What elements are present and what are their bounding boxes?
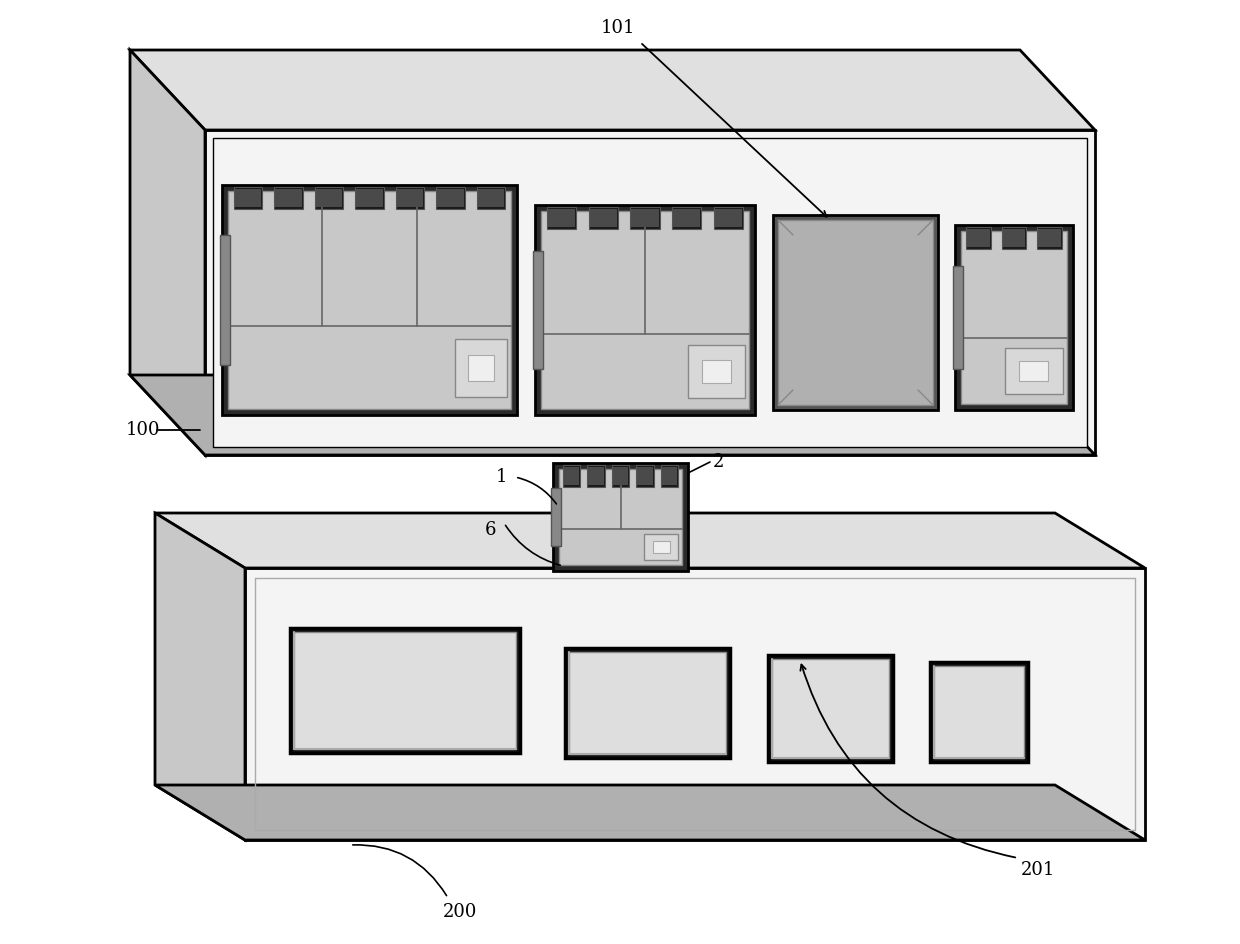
Polygon shape <box>397 189 423 207</box>
Polygon shape <box>967 229 990 247</box>
Polygon shape <box>588 465 605 487</box>
Polygon shape <box>356 189 383 207</box>
Polygon shape <box>236 189 262 207</box>
Polygon shape <box>130 50 1095 130</box>
Polygon shape <box>476 187 505 209</box>
Polygon shape <box>455 339 507 396</box>
Polygon shape <box>438 189 464 207</box>
Polygon shape <box>130 375 1095 455</box>
Polygon shape <box>954 265 963 369</box>
Polygon shape <box>155 513 246 840</box>
Polygon shape <box>773 215 937 410</box>
Polygon shape <box>222 185 517 415</box>
Polygon shape <box>467 355 494 380</box>
Text: 1: 1 <box>496 468 507 486</box>
Text: 201: 201 <box>1021 861 1055 879</box>
Polygon shape <box>966 227 991 249</box>
Polygon shape <box>637 467 652 485</box>
Text: 2: 2 <box>712 453 724 471</box>
Polygon shape <box>714 207 743 229</box>
Text: 200: 200 <box>443 903 477 921</box>
Text: 101: 101 <box>600 19 635 37</box>
Polygon shape <box>652 541 670 552</box>
Polygon shape <box>559 469 682 565</box>
Polygon shape <box>714 209 742 227</box>
Polygon shape <box>290 628 520 753</box>
Polygon shape <box>702 360 730 383</box>
Polygon shape <box>294 632 516 749</box>
Polygon shape <box>1037 227 1061 249</box>
Polygon shape <box>155 785 1145 840</box>
Polygon shape <box>564 467 579 485</box>
Polygon shape <box>477 189 503 207</box>
Polygon shape <box>1002 227 1027 249</box>
Polygon shape <box>541 211 749 409</box>
Polygon shape <box>934 666 1024 758</box>
Polygon shape <box>436 187 465 209</box>
Polygon shape <box>1004 348 1063 395</box>
Polygon shape <box>773 659 889 758</box>
Polygon shape <box>130 50 205 455</box>
Text: 6: 6 <box>485 521 496 539</box>
Polygon shape <box>155 513 1145 568</box>
Polygon shape <box>534 205 755 415</box>
Polygon shape <box>246 568 1145 840</box>
Polygon shape <box>228 191 511 409</box>
Polygon shape <box>588 467 604 485</box>
Polygon shape <box>547 207 577 229</box>
Polygon shape <box>548 209 575 227</box>
Polygon shape <box>315 187 343 209</box>
Polygon shape <box>961 231 1066 404</box>
Text: 100: 100 <box>125 421 160 439</box>
Polygon shape <box>590 209 618 227</box>
Polygon shape <box>569 652 725 754</box>
Polygon shape <box>644 534 678 560</box>
Polygon shape <box>275 189 301 207</box>
Polygon shape <box>1038 229 1060 247</box>
Polygon shape <box>662 467 677 485</box>
Polygon shape <box>611 465 629 487</box>
Polygon shape <box>356 187 383 209</box>
Polygon shape <box>955 225 1073 410</box>
Polygon shape <box>553 463 688 571</box>
Polygon shape <box>777 220 932 405</box>
Polygon shape <box>1003 229 1025 247</box>
Polygon shape <box>219 235 229 365</box>
Polygon shape <box>551 488 560 546</box>
Polygon shape <box>563 465 580 487</box>
Polygon shape <box>930 662 1028 762</box>
Polygon shape <box>396 187 424 209</box>
Polygon shape <box>234 187 263 209</box>
Polygon shape <box>213 138 1087 447</box>
Polygon shape <box>274 187 303 209</box>
Polygon shape <box>205 130 1095 455</box>
Polygon shape <box>673 209 701 227</box>
Polygon shape <box>661 465 678 487</box>
Polygon shape <box>613 467 629 485</box>
Polygon shape <box>631 209 658 227</box>
Polygon shape <box>589 207 618 229</box>
Polygon shape <box>316 189 342 207</box>
Polygon shape <box>672 207 701 229</box>
Polygon shape <box>533 250 543 369</box>
Polygon shape <box>636 465 653 487</box>
Polygon shape <box>688 346 745 397</box>
Polygon shape <box>1019 361 1049 381</box>
Polygon shape <box>768 655 893 762</box>
Polygon shape <box>630 207 660 229</box>
Polygon shape <box>565 648 730 758</box>
